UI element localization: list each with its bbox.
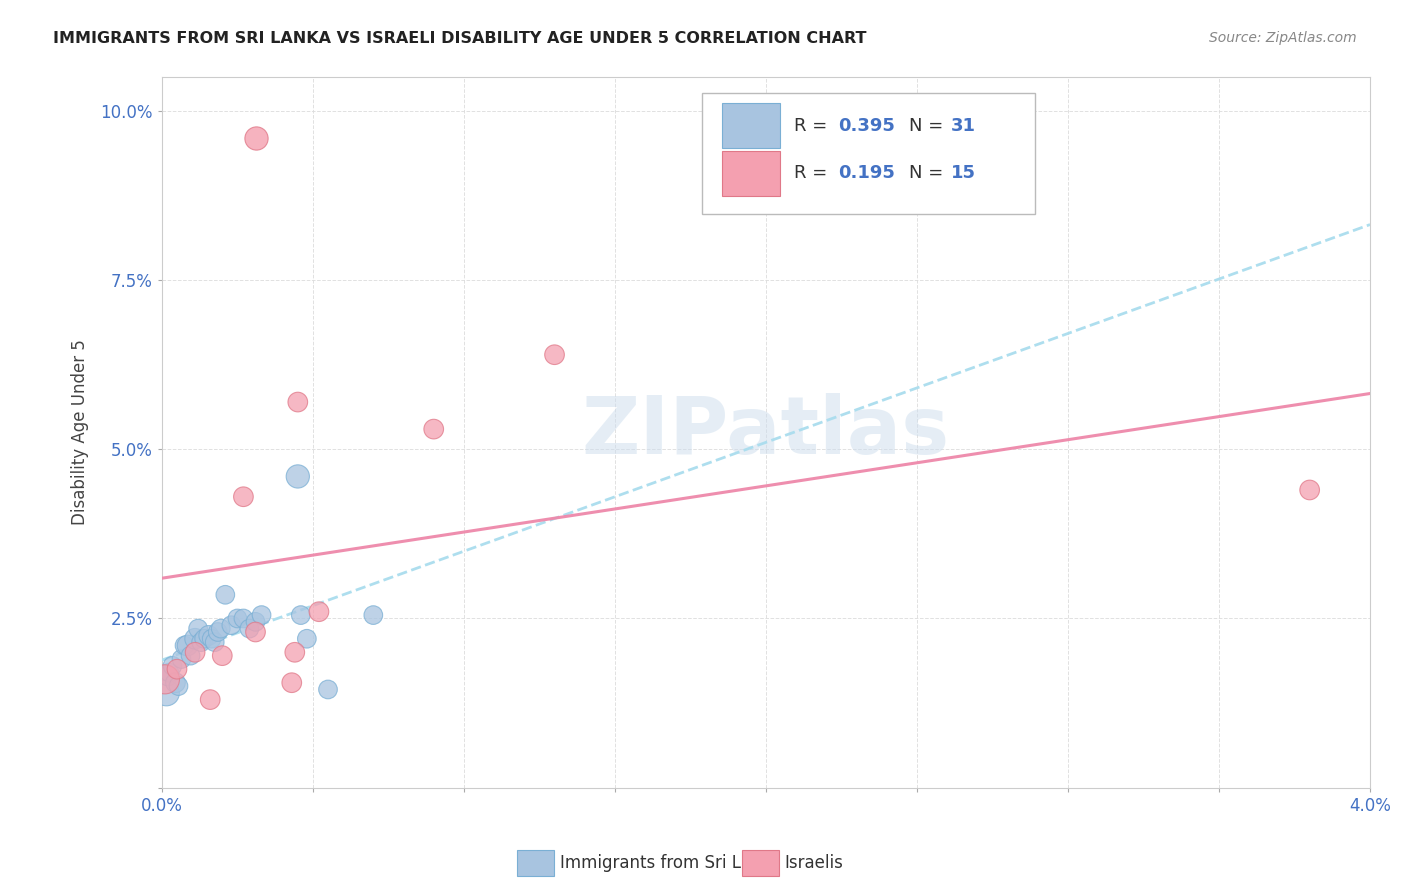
Point [214,588,236,602]
Point [290,608,312,623]
Point [226,611,249,625]
Point [543,348,565,362]
Point [162,658,184,673]
Point [238,622,260,636]
Point [232,611,254,625]
Point [281,675,304,690]
Point [165,675,187,690]
Text: N =: N = [908,117,949,135]
Point [180,648,202,663]
Point [250,608,273,623]
FancyBboxPatch shape [723,151,780,196]
Text: IMMIGRANTS FROM SRI LANKA VS ISRAELI DISABILITY AGE UNDER 5 CORRELATION CHART: IMMIGRANTS FROM SRI LANKA VS ISRAELI DIS… [53,31,868,46]
Y-axis label: Disability Age Under 5: Disability Age Under 5 [72,340,89,525]
Point [221,618,243,632]
Point [159,665,181,680]
Text: Immigrants from Sri Lanka: Immigrants from Sri Lanka [560,855,780,872]
Point [184,645,207,659]
Point [187,622,209,636]
Text: 0.395: 0.395 [838,117,896,135]
Text: 15: 15 [950,164,976,182]
Text: 0.195: 0.195 [838,164,896,182]
Point [245,615,267,629]
Point [204,635,226,649]
Point [155,686,177,700]
Text: R =: R = [794,117,832,135]
Point [245,625,267,640]
Point [287,395,309,409]
Text: 31: 31 [950,117,976,135]
Text: N =: N = [908,164,949,182]
Point [245,131,267,145]
FancyBboxPatch shape [723,103,780,148]
Point [287,469,309,483]
Point [284,645,307,659]
Point [167,679,190,693]
Point [184,632,207,646]
Point [308,605,330,619]
Point [316,682,339,697]
Point [295,632,318,646]
Text: Source: ZipAtlas.com: Source: ZipAtlas.com [1209,31,1357,45]
Point [190,635,212,649]
Point [422,422,444,436]
Point [200,692,222,706]
Point [207,625,229,640]
Point [209,622,232,636]
Point [1298,483,1320,497]
Text: Israelis: Israelis [785,855,844,872]
Point [232,490,254,504]
Text: R =: R = [794,164,832,182]
Point [201,632,224,646]
Point [211,648,233,663]
Point [176,639,198,653]
Point [153,673,176,687]
Point [156,669,179,683]
Point [170,652,193,666]
Point [166,662,188,676]
Point [173,639,195,653]
Text: ZIPatlas: ZIPatlas [582,393,950,472]
Point [197,628,219,642]
FancyBboxPatch shape [702,93,1035,214]
Point [363,608,385,623]
Point [193,632,215,646]
